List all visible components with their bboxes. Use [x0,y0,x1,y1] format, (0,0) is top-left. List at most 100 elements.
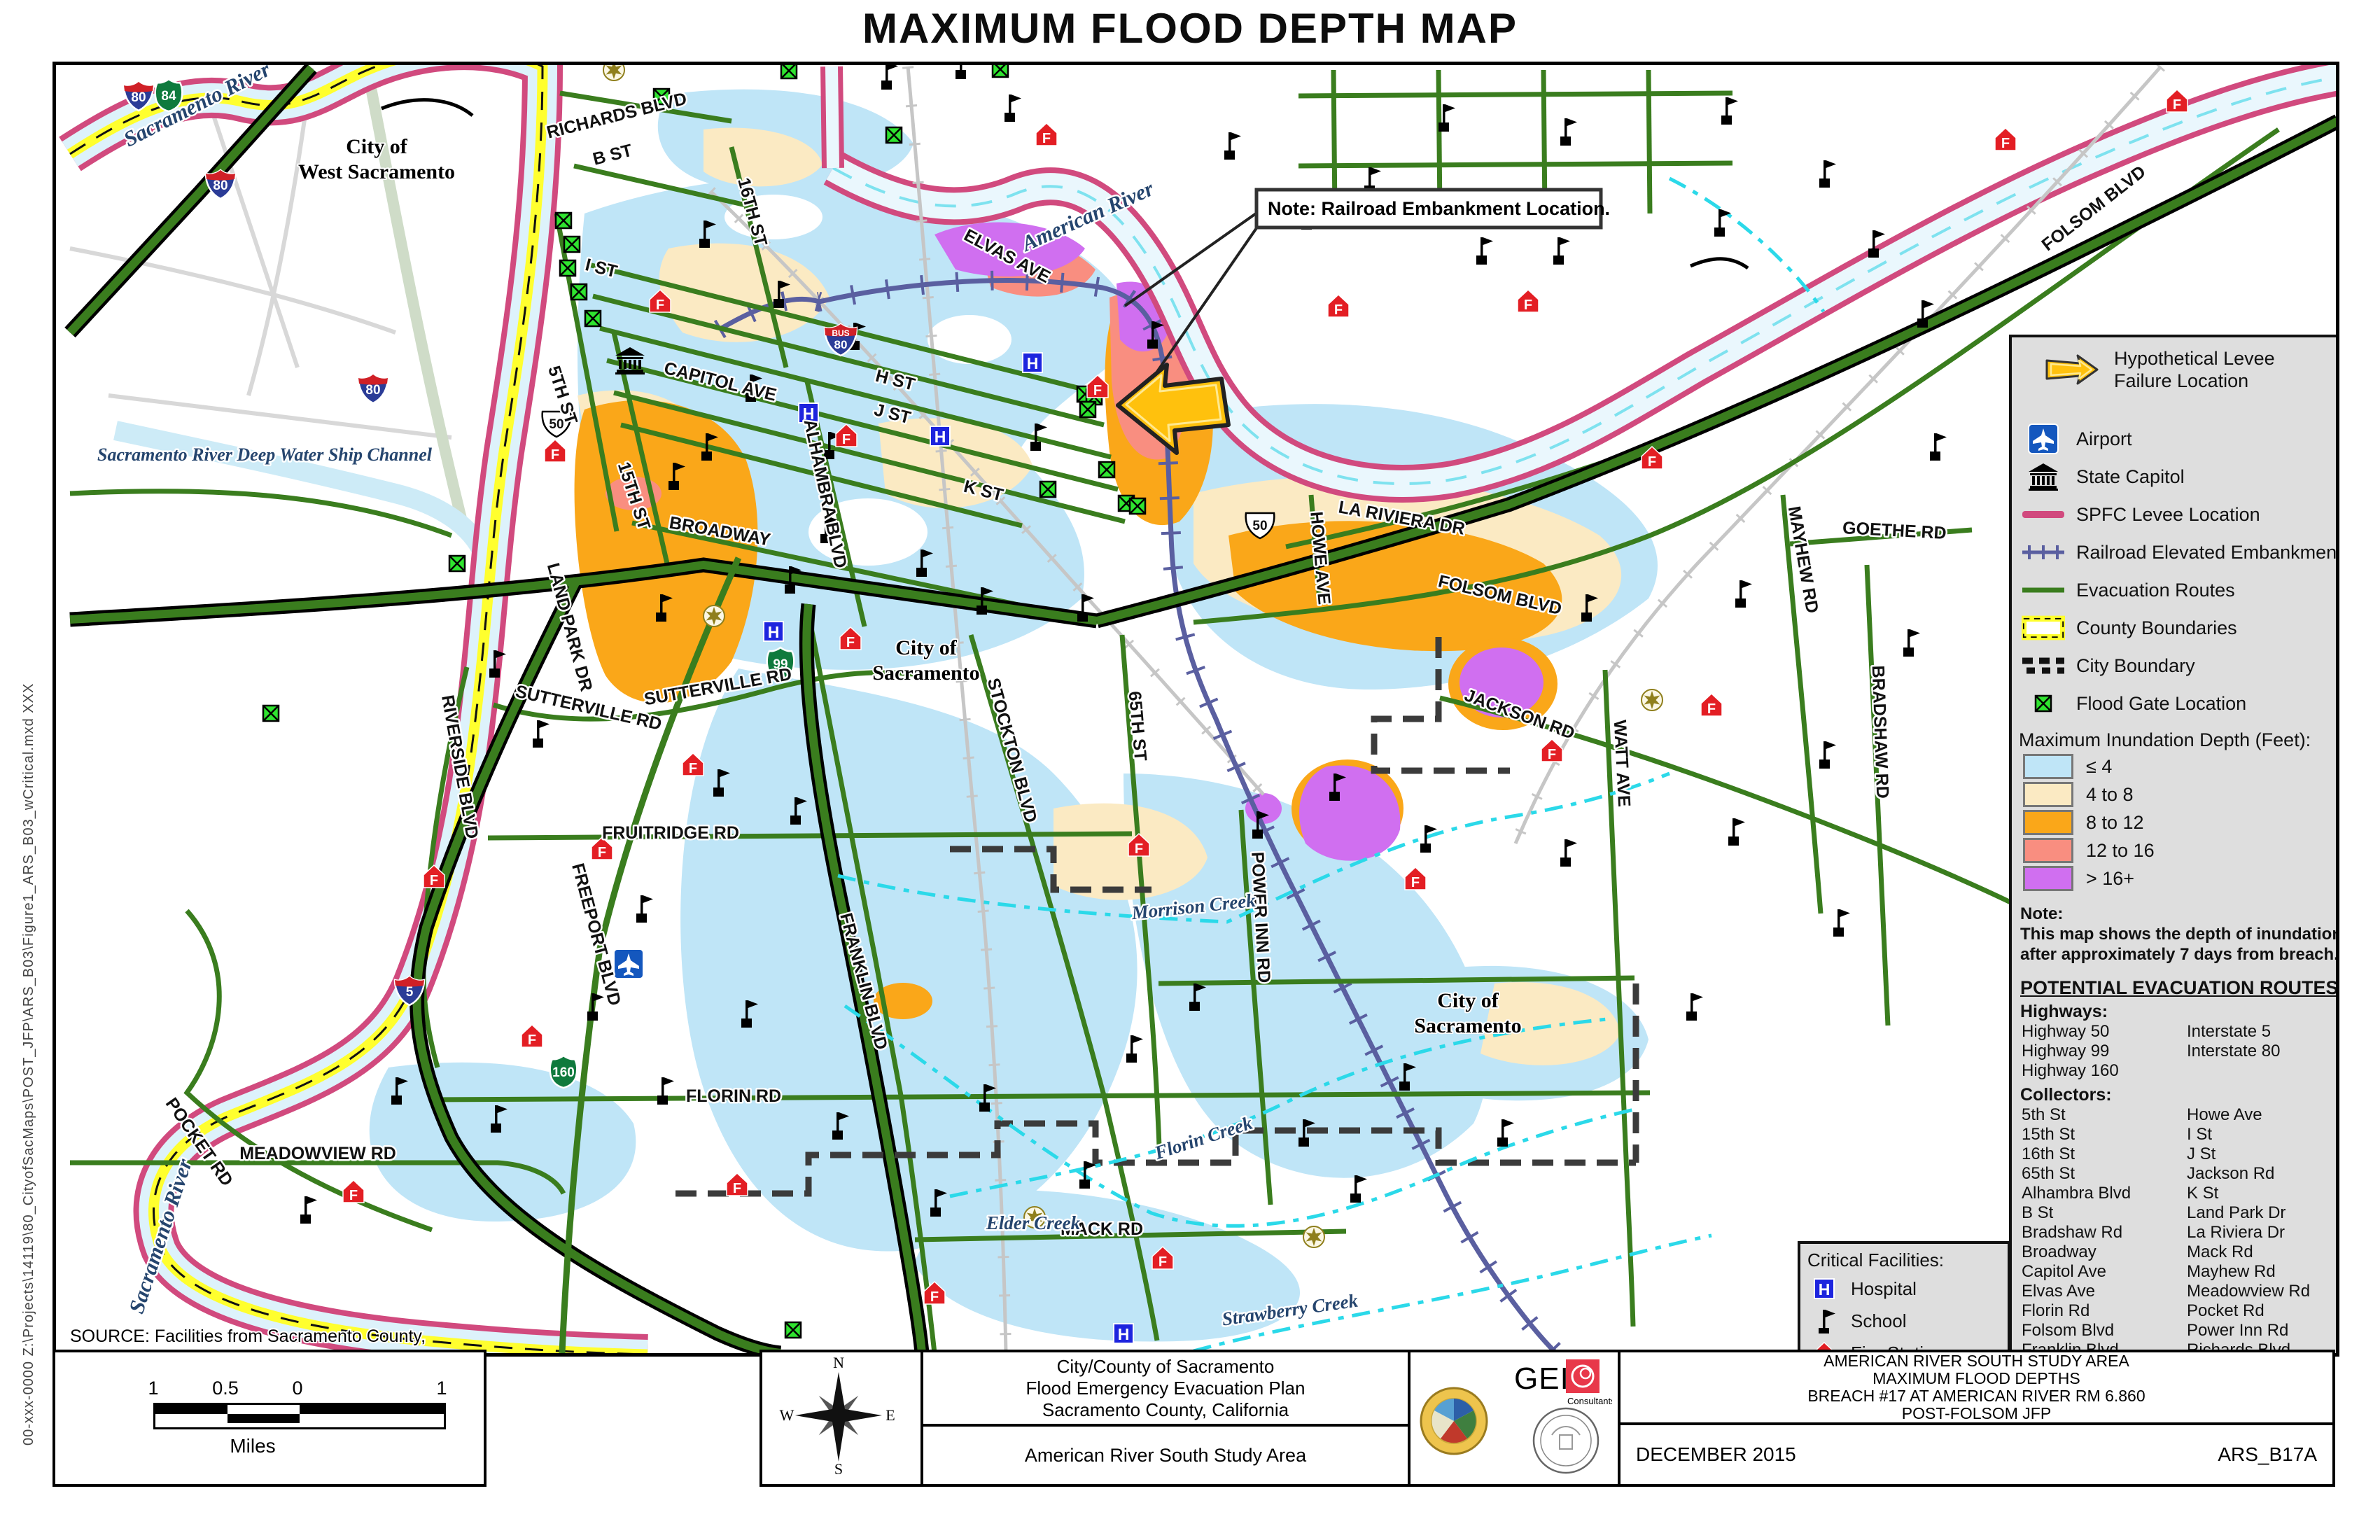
route-name: 65th St [2022,1164,2076,1183]
svg-text:W: W [780,1406,794,1424]
legend-collectors: 5th St 15th St 16th St 65th St Alhambra Blvd… [2012,1105,2336,1353]
highway-shield: 50 [1245,512,1275,540]
flood-gate-icon [448,554,466,573]
police-icon [1303,1226,1325,1248]
depth-swatch [2023,810,2073,835]
legend-depth-class: ≤ 4 [2012,752,2336,780]
legend-note: Note: This map shows the depth of inunda… [2020,904,2339,964]
freeways [64,65,2336,1353]
legend-items: Airport State Capitol SPFC Levee Location R… [2012,420,2336,722]
logos-box: GEI Consultants [1408,1350,1620,1487]
police-icon [1641,689,1663,711]
svg-text:80: 80 [213,178,227,193]
fire-station-icon [342,1180,365,1204]
map-label: FRUITRIDGE RD [602,823,739,843]
school-icon [1903,629,1920,657]
map-label: City of [1437,989,1499,1012]
legend-item-label: Flood Gate Location [2076,692,2247,714]
city-seal [1420,1387,1488,1455]
levee-failure-arrow-icon [2045,354,2099,385]
route-name: Highway 160 [2022,1061,2119,1080]
map-label: Sacramento River Deep Water Ship Channel [97,444,433,465]
hospital-icon [1809,1275,1840,1303]
map-label: MEADOWVIEW RD [239,1144,396,1163]
note-callout: Note: Railroad Embankment Location. [1124,188,1610,373]
margin-file-path: 00-xxx-0000 Z:\Projects\14119\80_CityofS… [21,682,36,1446]
school-icon [1560,118,1577,146]
route-name: Bradshaw Rd [2022,1223,2123,1242]
gei-logo: GEI Consultants [1514,1359,1616,1406]
police-icon [603,65,625,81]
capitol-icon [2022,461,2065,492]
route-name: Howe Ave [2187,1105,2262,1124]
fire-station-icon [1404,867,1427,891]
fire-station-icon [1994,127,2017,152]
agency-box: City/County of Sacramento Flood Emergenc… [920,1350,1410,1487]
route-name: La Riviera Dr [2187,1223,2286,1242]
legend-item-label: County Boundaries [2076,617,2237,638]
sacramento-river [59,65,648,1353]
fire-station-icon [1700,693,1723,718]
scale-bar-box: 1 0.5 0 1 Miles [52,1350,486,1487]
fire-station-icon [521,1024,543,1049]
legend-panel: Hypothetical Levee Failure Location Airp… [2009,335,2339,1353]
study-area-label: American River South Study Area [1024,1444,1307,1466]
svg-text:80: 80 [365,383,380,398]
legend-item: Airport [2012,420,2336,458]
map-label: West Sacramento [298,160,455,183]
map-label: City of [346,135,407,158]
route-name: Florin Rd [2022,1301,2090,1320]
map-label: Elder Creek [986,1212,1081,1233]
sheet-date: DECEMBER 2015 [1636,1443,1796,1465]
route-name: Elvas Ave [2022,1282,2095,1301]
school-icon [1930,433,1947,461]
route-name: Capitol Ave [2022,1262,2106,1281]
svg-text:S: S [834,1460,843,1478]
flood-gate-icon [784,1321,802,1339]
legend-depth-class: 12 to 16 [2012,836,2336,864]
critical-facilities-title: Critical Facilities: [1807,1250,1945,1270]
map-frame: F H [52,62,2339,1357]
legend-routes-title: POTENTIAL EVACUATION ROUTES: [2020,977,2339,998]
legend-depth-class: > 16+ [2012,864,2336,892]
gate-icon [2022,688,2065,719]
depth-label: > 16+ [2086,867,2135,889]
police-icon [703,605,725,627]
school-icon [1476,237,1493,265]
airport-icon [2022,424,2065,454]
route-name: Broadway [2022,1242,2096,1261]
compass-rose: N E S W [780,1354,895,1478]
highway-shield: 80 [122,80,155,112]
school-icon [1126,1035,1143,1063]
legend-failure-label: Hypothetical Levee Failure Location [2114,348,2275,391]
svg-text:80: 80 [834,338,848,351]
svg-text:GEI: GEI [1514,1362,1569,1396]
school-icon [1420,825,1437,853]
flood-gate-icon [563,235,581,253]
svg-text:84: 84 [161,89,176,104]
legend-depth-class: 4 to 8 [2012,780,2336,808]
depth-label: 4 to 8 [2086,783,2134,805]
route-name: Power Inn Rd [2187,1321,2289,1340]
hospital-icon [763,621,784,642]
school-icon [1714,209,1731,237]
flood-gate-icon [885,126,903,144]
airport-icon [613,948,644,979]
depth-label: 8 to 12 [2086,811,2144,833]
critical-facility-label: School [1851,1310,1907,1331]
fire-station-icon [544,439,566,463]
legend-item-label: Evacuation Routes [2076,579,2235,601]
flood-gate-icon [554,211,573,230]
svg-text:BUS: BUS [832,328,849,338]
city-boundary [676,637,1639,1197]
route-name: 5th St [2022,1105,2066,1124]
flood-gate-icon [1079,400,1097,419]
depth-swatch [2023,782,2073,807]
flood-gate-icon [780,65,798,80]
scale-unit: Miles [230,1435,276,1457]
depth-swatch [2023,838,2073,863]
school-icon [1004,94,1021,122]
source-note: SOURCE: Facilities from Sacramento Count… [70,1326,426,1346]
